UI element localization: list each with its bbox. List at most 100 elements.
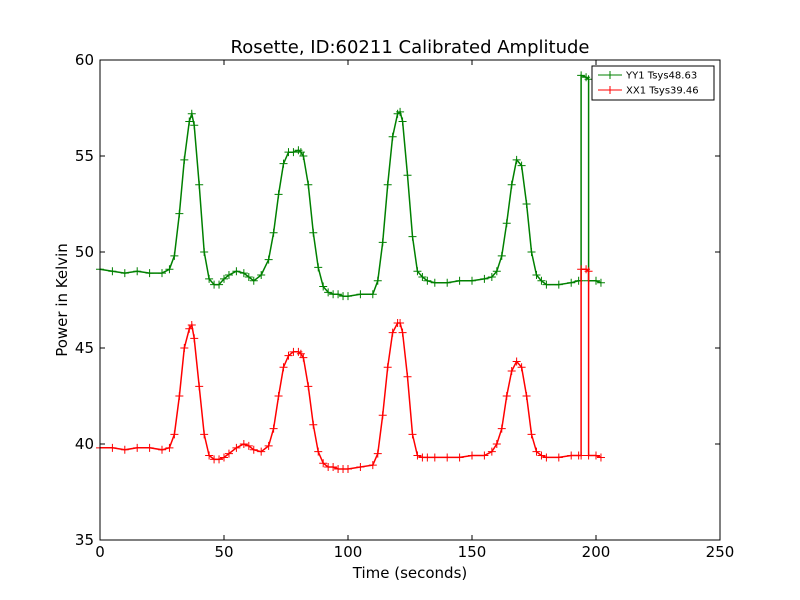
data-point: [200, 248, 209, 256]
data-point: [170, 251, 179, 260]
data-point: [492, 440, 501, 448]
data-point: [133, 267, 142, 276]
data-point: [532, 271, 541, 280]
legend-marker: [606, 71, 614, 79]
data-point: [190, 334, 199, 343]
data-point: [239, 269, 248, 278]
legend: YY1 Tsys48.63 XX1 Tsys39.46: [591, 65, 715, 101]
data-point: [455, 276, 464, 285]
x-tick-label: 150: [458, 543, 487, 561]
data-point: [507, 180, 516, 189]
data-point: [205, 451, 214, 460]
data-point: [175, 209, 184, 218]
axes: 0 50 100 150 200 250 35 40 45 50 55 60: [75, 51, 734, 561]
data-point: [175, 392, 184, 400]
data-point: [195, 180, 204, 189]
x-tick-label: 0: [95, 543, 105, 561]
data-point: [165, 265, 174, 274]
data-point: [195, 382, 204, 391]
data-point: [220, 453, 228, 462]
y-tick-label: 55: [75, 147, 94, 165]
data-point: [284, 351, 293, 360]
data-point: [145, 269, 154, 278]
data-point: [224, 449, 233, 458]
data-point: [468, 451, 476, 460]
series-markers: [96, 265, 605, 473]
data-point: [269, 424, 278, 433]
data-point: [257, 447, 266, 456]
data-point: [309, 228, 318, 237]
data-point: [257, 271, 266, 280]
x-tick-label: 50: [214, 543, 233, 561]
data-point: [185, 117, 194, 126]
data-point: [344, 464, 352, 473]
legend-label: XX1 Tsys39.46: [626, 86, 699, 97]
data-point: [592, 451, 600, 460]
data-point: [554, 453, 563, 462]
legend-marker: [606, 86, 614, 94]
plot-area: [96, 71, 605, 473]
data-point: [430, 278, 439, 287]
x-tick-label: 200: [582, 543, 611, 561]
data-point: [165, 443, 174, 452]
data-point: [418, 272, 427, 281]
data-point: [396, 107, 405, 116]
data-point: [356, 290, 365, 299]
data-point: [187, 109, 196, 118]
data-point: [584, 451, 593, 460]
data-point: [383, 180, 392, 189]
data-point: [344, 292, 352, 301]
data-point: [596, 278, 605, 287]
data-point: [567, 278, 576, 287]
data-point: [249, 276, 258, 285]
data-point: [507, 367, 516, 376]
data-point: [200, 430, 209, 439]
data-point: [187, 320, 196, 329]
legend-entry-1: YY1 Tsys48.63: [598, 71, 697, 82]
data-point: [512, 155, 521, 164]
data-point: [430, 453, 439, 462]
data-point: [133, 443, 142, 452]
chart-title: Rosette, ID:60211 Calibrated Amplitude: [231, 37, 590, 58]
data-point: [239, 440, 248, 448]
data-point: [403, 171, 412, 180]
data-point: [468, 276, 476, 285]
y-tick-label: 50: [75, 243, 94, 261]
data-point: [180, 344, 189, 352]
data-point: [249, 445, 258, 454]
data-point: [512, 357, 521, 366]
data-point: [205, 274, 214, 283]
data-point: [108, 267, 117, 276]
data-point: [443, 278, 452, 287]
data-point: [299, 353, 308, 362]
data-point: [408, 232, 417, 241]
data-point: [190, 121, 199, 130]
data-point: [497, 251, 506, 260]
data-point: [383, 363, 392, 372]
data-point: [215, 280, 224, 289]
data-point: [423, 453, 432, 462]
data-point: [319, 282, 328, 291]
data-point: [398, 328, 407, 337]
data-point: [592, 276, 600, 285]
y-tick-label: 40: [75, 435, 94, 453]
data-point: [480, 274, 489, 283]
data-point: [403, 372, 412, 381]
data-point: [264, 255, 273, 264]
data-point: [324, 288, 333, 297]
data-point: [584, 75, 593, 84]
y-tick-label: 35: [75, 531, 94, 549]
data-point: [398, 117, 407, 126]
data-point: [299, 152, 308, 160]
data-point: [368, 461, 377, 470]
x-tick-label: 100: [334, 543, 363, 561]
data-point: [455, 453, 464, 462]
data-point: [378, 411, 387, 420]
data-point: [319, 459, 328, 468]
y-tick-label: 60: [75, 51, 94, 69]
data-point: [145, 443, 154, 452]
data-point: [309, 420, 318, 429]
data-point: [356, 463, 365, 472]
data-point: [279, 363, 288, 372]
